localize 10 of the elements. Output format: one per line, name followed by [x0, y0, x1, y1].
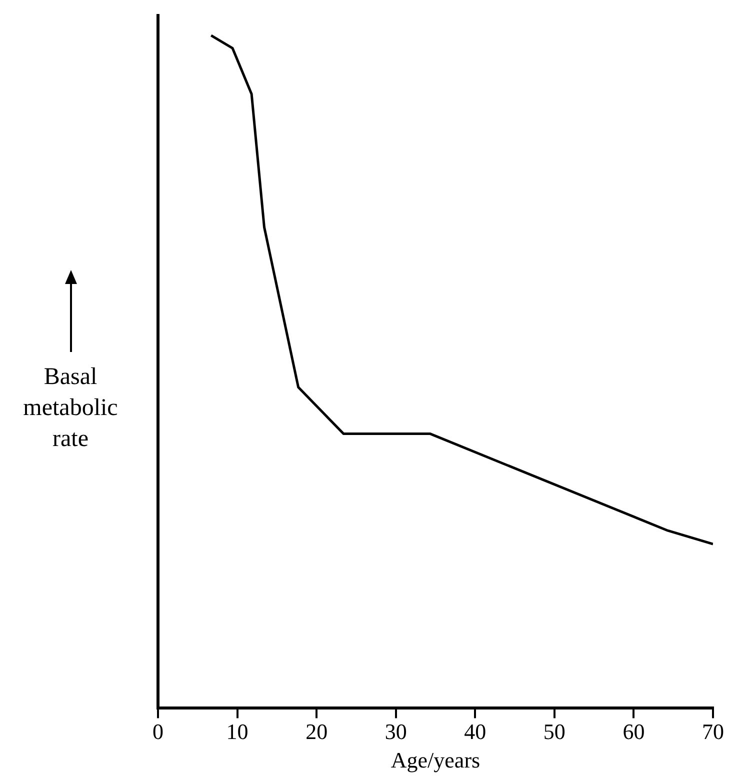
- x-tick-label: 50: [543, 719, 566, 744]
- x-tick-label: 10: [226, 719, 248, 744]
- x-tick-label: 70: [702, 719, 724, 744]
- x-tick-label: 20: [306, 719, 328, 744]
- y-axis-title: Basal metabolic rate: [22, 363, 119, 454]
- x-tick-label: 0: [152, 719, 164, 744]
- x-tick-label: 30: [384, 719, 407, 744]
- x-tick-label: 60: [622, 719, 645, 744]
- x-tick-label: 40: [464, 719, 486, 744]
- x-axis-title: Age/years: [390, 748, 480, 773]
